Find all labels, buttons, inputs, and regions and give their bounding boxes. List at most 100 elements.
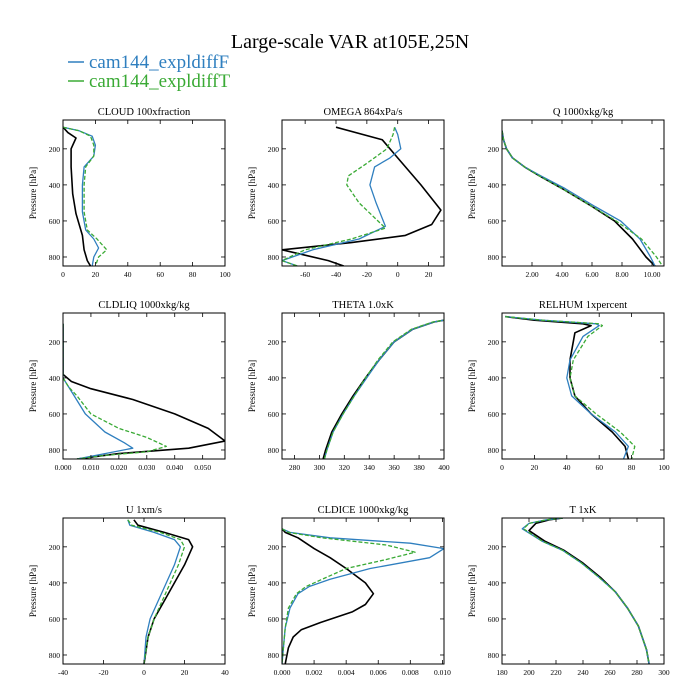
panel: T 1xK 180 200 220 240 260 280 300 200 400 600 800 Pr… <box>467 505 670 677</box>
y-tick-label: 200 <box>488 543 500 552</box>
x-tick-label: 40 <box>221 668 229 677</box>
y-tick-label: 600 <box>49 217 61 226</box>
x-tick-label: 0.006 <box>370 668 387 677</box>
y-axis-label: Pressure [hPa] <box>467 167 477 219</box>
series-line-ref <box>282 126 442 266</box>
x-tick-label: 240 <box>577 668 589 677</box>
series-line-cam144_expldiffT <box>63 126 108 266</box>
y-axis-label: Pressure [hPa] <box>28 360 38 412</box>
series-line-ref <box>63 323 225 459</box>
series-line-ref <box>502 130 656 266</box>
series-line-cam144_expldiffT <box>282 127 396 266</box>
y-tick-label: 600 <box>268 217 280 226</box>
x-tick-label: 100 <box>658 463 670 472</box>
series-line-ref <box>528 518 650 664</box>
x-tick-label: 40 <box>124 270 132 279</box>
series-line-cam144_expldiffF <box>282 126 402 266</box>
plot-frame <box>281 312 445 460</box>
y-tick-label: 800 <box>488 651 500 660</box>
x-tick-label: -40 <box>331 270 341 279</box>
x-tick-label: 0.004 <box>338 668 355 677</box>
x-tick-label: 0.050 <box>194 463 211 472</box>
y-tick-label: 600 <box>488 410 500 419</box>
y-tick-label: 400 <box>488 579 500 588</box>
series-line-cam144_expldiffT <box>522 518 650 664</box>
panel-title: U 1xm/s <box>126 505 162 516</box>
y-tick-label: 400 <box>488 181 500 190</box>
y-tick-label: 400 <box>268 181 280 190</box>
x-tick-label: 300 <box>314 463 326 472</box>
x-tick-label: 0.010 <box>82 463 99 472</box>
x-tick-label: 60 <box>595 463 603 472</box>
series-line-ref <box>133 519 194 664</box>
series-line-ref <box>505 315 630 459</box>
panel: RELHUM 1xpercent 0 20 40 60 80 100 200 400 600 800… <box>467 300 670 472</box>
series-line-cam144_expldiffF <box>505 315 630 459</box>
figure-title: Large-scale VAR at105E,25N <box>231 31 469 53</box>
x-tick-label: 20 <box>531 463 539 472</box>
panel: Q 1000xkg/kg 2.00 4.00 6.00 8.00 10.00 200 400 6… <box>467 107 665 279</box>
legend-label: cam144_expldiffF <box>89 52 229 73</box>
x-tick-label: -60 <box>300 270 310 279</box>
x-tick-label: 20 <box>425 270 433 279</box>
y-axis-label: Pressure [hPa] <box>247 360 257 412</box>
panel-title: Q 1000xkg/kg <box>553 107 614 118</box>
y-tick-label: 200 <box>49 338 61 347</box>
x-tick-label: 80 <box>189 270 197 279</box>
y-tick-label: 200 <box>488 338 500 347</box>
plot-frame <box>501 517 665 665</box>
y-axis-label: Pressure [hPa] <box>247 167 257 219</box>
x-tick-label: 0.000 <box>274 668 291 677</box>
y-tick-label: 800 <box>49 446 61 455</box>
series-line-cam144_expldiffF <box>323 319 444 459</box>
y-tick-label: 800 <box>488 446 500 455</box>
x-tick-label: 280 <box>289 463 301 472</box>
x-tick-label: 220 <box>550 668 562 677</box>
y-tick-label: 400 <box>488 374 500 383</box>
x-tick-label: 340 <box>364 463 376 472</box>
series-line-cam144_expldiffT <box>505 315 636 459</box>
legend-label: cam144_expldiffT <box>89 71 230 92</box>
series-line-cam144_expldiffF <box>63 126 100 266</box>
panel-title: CLDICE 1000xkg/kg <box>318 505 409 516</box>
series-line-cam144_expldiffT <box>502 130 664 266</box>
x-tick-label: 100 <box>219 270 231 279</box>
x-tick-label: 0.030 <box>138 463 155 472</box>
y-tick-label: 200 <box>268 145 280 154</box>
series-line-ref <box>63 126 92 266</box>
y-axis-label: Pressure [hPa] <box>467 360 477 412</box>
series-line-cam144_expldiffT <box>63 323 167 459</box>
panel: CLDLIQ 1000xkg/kg 0.000 0.010 0.020 0.030 0.0… <box>28 300 226 472</box>
x-tick-label: 0 <box>61 270 65 279</box>
y-tick-label: 400 <box>268 374 280 383</box>
y-axis-label: Pressure [hPa] <box>247 565 257 617</box>
x-tick-label: 0 <box>396 270 400 279</box>
panel-title: RELHUM 1xpercent <box>539 300 627 311</box>
x-tick-label: 2.00 <box>525 270 538 279</box>
x-tick-label: 200 <box>523 668 535 677</box>
panel-title: CLDLIQ 1000xkg/kg <box>98 300 190 311</box>
y-axis-label: Pressure [hPa] <box>28 167 38 219</box>
x-tick-label: 400 <box>438 463 450 472</box>
x-tick-label: 0.010 <box>434 668 451 677</box>
series-line-cam144_expldiffF <box>127 519 182 664</box>
y-tick-label: 800 <box>49 253 61 262</box>
x-tick-label: 0.000 <box>55 463 72 472</box>
series-line-ref <box>282 528 375 664</box>
x-tick-label: 8.00 <box>615 270 628 279</box>
x-tick-label: 320 <box>339 463 351 472</box>
x-tick-label: 0.040 <box>166 463 183 472</box>
x-tick-label: 20 <box>181 668 189 677</box>
panel: CLDICE 1000xkg/kg 0.000 0.002 0.004 0.006 0.0… <box>247 505 451 677</box>
y-tick-label: 800 <box>268 446 280 455</box>
panel: CLOUD 100xfraction 0 20 40 60 80 100 200 400 600 8… <box>28 107 231 279</box>
y-tick-label: 600 <box>49 410 61 419</box>
plot-frame <box>501 119 665 267</box>
x-tick-label: -20 <box>99 668 109 677</box>
y-tick-label: 400 <box>268 579 280 588</box>
x-tick-label: 300 <box>658 668 670 677</box>
series-line-cam144_expldiffF <box>282 528 444 664</box>
y-axis-label: Pressure [hPa] <box>28 565 38 617</box>
plot-frame <box>501 312 665 460</box>
